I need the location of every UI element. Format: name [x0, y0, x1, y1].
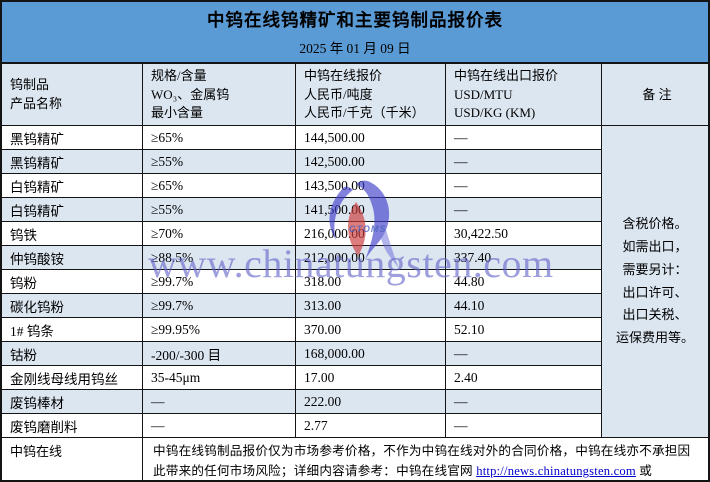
cell-price-cny: 216,000.00 — [296, 222, 446, 246]
disclaimer-label: 中钨在线 免责声明 — [2, 438, 143, 482]
cell-price-cny: 144,500.00 — [296, 126, 446, 150]
cell-product: 钴粉 — [2, 342, 143, 366]
cell-price-cny: 370.00 — [296, 318, 446, 342]
cell-price-cny: 318.00 — [296, 270, 446, 294]
cell-price-cny: 2.77 — [296, 414, 446, 438]
cell-price-usd: — — [446, 342, 602, 366]
cell-price-cny: 141,500.00 — [296, 198, 446, 222]
cell-spec: ≥55% — [143, 198, 296, 222]
cell-price-usd: 2.40 — [446, 366, 602, 390]
cell-price-cny: 212,000.00 — [296, 246, 446, 270]
column-header-product: 钨制品 产品名称 — [2, 64, 143, 126]
cell-spec: ≥88.5% — [143, 246, 296, 270]
cell-product: 废钨棒材 — [2, 390, 143, 414]
cell-product: 黑钨精矿 — [2, 126, 143, 150]
cell-price-usd: 52.10 — [446, 318, 602, 342]
cell-price-usd: 337.40 — [446, 246, 602, 270]
cell-spec: ≥99.95% — [143, 318, 296, 342]
cell-spec: ≥55% — [143, 150, 296, 174]
cell-spec: -200/-300 目 — [143, 342, 296, 366]
cell-price-cny: 17.00 — [296, 366, 446, 390]
cell-spec: ≥99.7% — [143, 294, 296, 318]
price-table: 钨制品 产品名称 规格/含量 WO₃、金属钨 最小含量 中钨在线报价 人民币/吨… — [2, 64, 708, 438]
cell-price-cny: 222.00 — [296, 390, 446, 414]
cell-price-usd: 44.80 — [446, 270, 602, 294]
title-bar: 中钨在线钨精矿和主要钨制品报价表 2025 年 01 月 09 日 — [2, 2, 708, 64]
page-title: 中钨在线钨精矿和主要钨制品报价表 — [207, 10, 503, 30]
report-date: 2025 年 01 月 09 日 — [299, 41, 411, 56]
cell-product: 碳化钨粉 — [2, 294, 143, 318]
column-header-spec: 规格/含量 WO₃、金属钨 最小含量 — [143, 64, 296, 126]
cell-price-usd: 44.10 — [446, 294, 602, 318]
cell-price-usd: — — [446, 126, 602, 150]
cell-price-usd: — — [446, 198, 602, 222]
cell-price-usd: 30,422.50 — [446, 222, 602, 246]
cell-spec: ≥99.7% — [143, 270, 296, 294]
disclaimer-row: 中钨在线 免责声明 中钨在线钨制品报价仅为市场参考价格，不作为中钨在线对外的合同… — [2, 438, 708, 482]
cell-spec: — — [143, 414, 296, 438]
cell-spec: ≥65% — [143, 126, 296, 150]
cell-spec: ≥70% — [143, 222, 296, 246]
cell-price-usd: — — [446, 150, 602, 174]
remarks-cell: 含税价格。 如需出口， 需要另计： 出口许可、 出口关税、 运保费用等。 — [602, 126, 708, 438]
cell-spec: ≥65% — [143, 174, 296, 198]
cell-product: 黑钨精矿 — [2, 150, 143, 174]
cell-product: 钨粉 — [2, 270, 143, 294]
cell-spec: 35-45μm — [143, 366, 296, 390]
column-header-remarks: 备 注 — [602, 64, 708, 126]
cell-price-usd: — — [446, 414, 602, 438]
cell-price-cny: 168,000.00 — [296, 342, 446, 366]
cell-spec: — — [143, 390, 296, 414]
cell-price-cny: 142,500.00 — [296, 150, 446, 174]
cell-product: 废钨磨削料 — [2, 414, 143, 438]
cell-price-cny: 143,500.00 — [296, 174, 446, 198]
cell-product: 钨铁 — [2, 222, 143, 246]
cell-price-usd: — — [446, 390, 602, 414]
cell-product: 1# 钨条 — [2, 318, 143, 342]
cell-product: 白钨精矿 — [2, 198, 143, 222]
cell-price-cny: 313.00 — [296, 294, 446, 318]
column-header-cny-price: 中钨在线报价 人民币/吨度 人民币/千克（千米） — [296, 64, 446, 126]
cell-product: 金刚线母线用钨丝 — [2, 366, 143, 390]
cell-product: 仲钨酸铵 — [2, 246, 143, 270]
news-site-link[interactable]: http://news.chinatungsten.com — [476, 464, 636, 479]
cell-product: 白钨精矿 — [2, 174, 143, 198]
column-header-export-price: 中钨在线出口报价 USD/MTU USD/KG (KM) — [446, 64, 602, 126]
disclaimer-text: 中钨在线钨制品报价仅为市场参考价格，不作为中钨在线对外的合同价格，中钨在线亦不承… — [153, 444, 691, 479]
cell-price-usd: — — [446, 174, 602, 198]
